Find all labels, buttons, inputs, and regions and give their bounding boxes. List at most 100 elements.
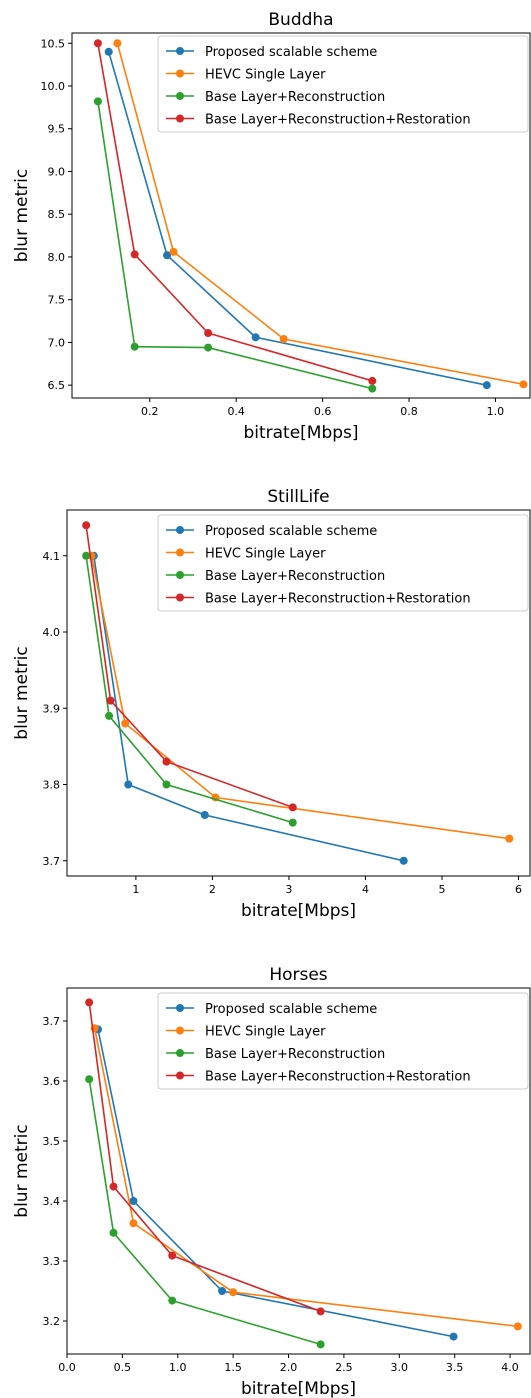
y-tick-label: 6.5	[48, 379, 66, 392]
series-3	[93, 39, 377, 385]
chart-title: StillLife	[267, 487, 329, 507]
x-tick-label: 0.4	[227, 405, 245, 418]
legend-label: Proposed scalable scheme	[205, 524, 377, 539]
y-tick-label: 10.0	[41, 80, 66, 93]
series-line	[97, 1029, 454, 1338]
data-point	[229, 1288, 238, 1297]
data-point	[85, 1075, 94, 1084]
data-point	[130, 250, 139, 259]
data-point	[368, 376, 377, 385]
x-tick-label: 5	[438, 883, 445, 896]
data-point	[93, 39, 102, 48]
data-point	[163, 251, 172, 260]
series-line	[93, 555, 404, 862]
x-tick-label: 2.0	[280, 1361, 298, 1374]
legend-label: Base Layer+Reconstruction	[205, 569, 385, 584]
x-tick-label: 1.0	[169, 1361, 187, 1374]
legend-swatch-marker	[176, 69, 184, 78]
series-2	[82, 551, 297, 827]
data-point	[288, 803, 297, 812]
legend: Proposed scalable scheme HEVC Single Laye…	[157, 514, 529, 612]
data-point	[169, 247, 178, 256]
data-point	[113, 39, 122, 48]
data-point	[505, 834, 514, 843]
plot-frame	[66, 509, 531, 877]
x-tick-label: 0.6	[314, 405, 332, 418]
data-point	[316, 1307, 325, 1316]
y-tick-label: 7.5	[48, 294, 66, 307]
x-tick-label: 6	[515, 883, 522, 896]
series-line	[85, 555, 294, 824]
y-tick-label: 3.7	[43, 855, 61, 868]
data-point	[482, 381, 491, 390]
data-point	[104, 47, 113, 56]
y-tick-label: 3.9	[43, 702, 61, 715]
y-axis-label: blur metric	[12, 1124, 32, 1217]
legend-swatch-marker	[176, 548, 184, 557]
data-point	[93, 97, 102, 106]
data-point	[106, 696, 115, 705]
legend-box	[157, 514, 529, 612]
legend-label: Base Layer+Reconstruction	[205, 1047, 385, 1062]
series-1	[113, 39, 528, 389]
x-tick-label: 2	[209, 883, 216, 896]
data-point	[204, 329, 213, 338]
y-tick-label: 8.5	[48, 208, 66, 221]
chart-title: Buddha	[268, 10, 333, 30]
y-tick-label: 3.3	[43, 1255, 61, 1268]
legend-label: Base Layer+Reconstruction	[205, 90, 385, 105]
x-tick-label: 1.0	[487, 405, 505, 418]
x-tick-label: 0.5	[114, 1361, 132, 1374]
legend-label: Base Layer+Reconstruction+Restoration	[205, 113, 471, 128]
legend-label: Proposed scalable scheme	[205, 45, 377, 60]
y-tick-label: 9.0	[48, 165, 66, 178]
data-point	[124, 780, 133, 789]
legend: Proposed scalable scheme HEVC Single Laye…	[157, 35, 529, 133]
x-tick-label: 3.5	[446, 1361, 464, 1374]
data-point	[218, 1287, 227, 1295]
data-point	[129, 1197, 138, 1205]
data-point	[513, 1322, 522, 1331]
legend-swatch-marker	[176, 1049, 184, 1057]
x-tick-label: 1	[132, 883, 139, 896]
legend-label: Base Layer+Reconstruction+Restoration	[205, 592, 471, 607]
y-tick-label: 3.7	[43, 1015, 61, 1028]
y-tick-label: 3.2	[43, 1315, 61, 1328]
series-line	[97, 43, 373, 382]
plot-frame	[66, 987, 531, 1355]
data-point	[85, 998, 94, 1007]
series-3	[82, 521, 297, 812]
data-point	[200, 811, 209, 819]
y-axis-label: blur metric	[12, 169, 32, 262]
data-point	[121, 719, 130, 728]
series-line	[107, 51, 487, 386]
series-line	[93, 1028, 518, 1328]
series-line	[88, 1002, 321, 1313]
data-point	[82, 521, 91, 530]
y-tick-label: 4.0	[43, 626, 61, 639]
y-axis-label: blur metric	[12, 646, 32, 739]
legend-box	[157, 992, 529, 1090]
x-axis-label: bitrate[Mbps]	[241, 901, 356, 921]
data-point	[168, 1251, 177, 1260]
legend-swatch-marker	[176, 1071, 184, 1080]
y-tick-label: 3.8	[43, 779, 61, 792]
legend-label: HEVC Single Layer	[205, 1025, 326, 1040]
legend: Proposed scalable scheme HEVC Single Laye…	[157, 992, 529, 1090]
data-point	[82, 551, 91, 560]
legend-label: Proposed scalable scheme	[205, 1002, 377, 1017]
legend-swatch-marker	[176, 1026, 184, 1035]
series-2	[93, 97, 377, 393]
data-point	[109, 1228, 118, 1237]
x-axis-label: bitrate[Mbps]	[243, 423, 358, 443]
data-point	[251, 333, 260, 342]
x-tick-label: 0.8	[400, 405, 418, 418]
data-point	[204, 343, 213, 352]
series-0	[89, 551, 408, 865]
y-tick-label: 4.1	[43, 550, 61, 563]
series-0	[104, 47, 491, 390]
legend-label: HEVC Single Layer	[205, 68, 326, 83]
y-tick-label: 9.5	[48, 123, 66, 136]
x-tick-label: 3	[285, 883, 292, 896]
